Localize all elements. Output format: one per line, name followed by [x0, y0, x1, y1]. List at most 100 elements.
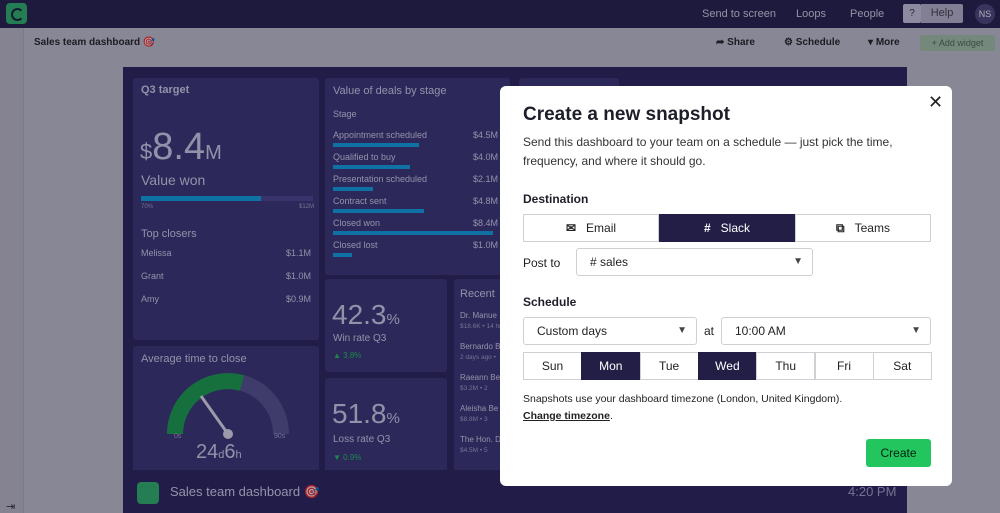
avatar[interactable]: NS	[975, 4, 995, 24]
closer-value: $1.1M	[285, 248, 311, 258]
deal-value: $8.4M	[473, 218, 499, 228]
deal-stage: Qualified to buy	[333, 152, 396, 162]
nav-people[interactable]: People	[850, 8, 885, 20]
day-sat[interactable]: Sat	[872, 352, 932, 380]
footer-logo	[137, 482, 159, 504]
q3-progress-track	[141, 196, 313, 201]
day-sun[interactable]: Sun	[523, 352, 582, 380]
day-thu[interactable]: Thu	[756, 352, 816, 380]
win-rate-label: Win rate Q3	[333, 333, 387, 344]
dashboard-toolbar: Sales team dashboard 🎯 ➦ Share ⚙ Schedul…	[24, 28, 1000, 56]
loss-rate-label: Loss rate Q3	[333, 434, 391, 445]
recent-title: Recent	[460, 288, 495, 300]
teams-icon: ⧉	[836, 221, 845, 235]
schedule-label: Schedule	[795, 37, 841, 48]
destination-label: Destination	[523, 192, 589, 206]
expand-sidebar-icon[interactable]: ⇥	[6, 501, 16, 513]
share-icon: ➦	[716, 37, 728, 48]
loss-rate-card: 51.8% Loss rate Q3 ▼ 0.9%	[325, 378, 447, 472]
deal-bar	[333, 253, 353, 257]
recent-name: Raeann Be	[460, 373, 501, 382]
change-timezone-link[interactable]: Change timezone	[523, 410, 610, 422]
deals-column-header: Stage	[333, 109, 357, 119]
day-wed[interactable]: Wed	[697, 352, 757, 380]
closer-name: Amy	[141, 294, 159, 304]
left-rail	[0, 28, 24, 513]
closer-name: Melissa	[141, 248, 172, 258]
chevron-down-icon: ▾	[868, 37, 876, 48]
nav-loops[interactable]: Loops	[796, 8, 826, 20]
help-icon[interactable]: ?	[903, 4, 921, 23]
recent-sub: $18.6K • 14 hr	[460, 323, 502, 330]
win-rate-delta-value: 3.8%	[343, 351, 362, 360]
deal-stage: Closed lost	[333, 240, 378, 250]
recent-name: Dr. Manue	[460, 311, 497, 320]
modal-title: Create a new snapshot	[523, 104, 730, 125]
frequency-value: Custom days	[537, 324, 608, 338]
dashboard-title: Sales team dashboard 🎯	[34, 37, 156, 48]
destination-label: Email	[586, 221, 617, 235]
more-button[interactable]: ▾ More	[868, 37, 900, 48]
destination-teams[interactable]: ⧉ Teams	[795, 214, 931, 242]
q3-value: $8.4M	[140, 126, 222, 169]
snapshot-modal: Create a new snapshot ✕ Send this dashbo…	[500, 86, 952, 486]
post-to-select[interactable]: # sales ▼	[576, 248, 813, 276]
closer-name: Grant	[141, 271, 164, 281]
q3-target-card: Q3 target $8.4M Value won 70% $12M Top c…	[133, 78, 319, 340]
destination-slack[interactable]: # Slack	[659, 214, 795, 242]
time-select[interactable]: 10:00 AM ▼	[721, 317, 931, 345]
loss-rate-unit: %	[386, 410, 400, 427]
frequency-select[interactable]: Custom days ▼	[523, 317, 697, 345]
recent-name: Aleisha Be	[460, 404, 499, 413]
avg-hours: 6	[224, 441, 236, 463]
q3-bar-max: $12M	[299, 204, 315, 210]
recent-sub: $8.8M • 3	[460, 416, 488, 423]
avg-time-card: Average time to close 0s 90s 24d6h	[133, 346, 319, 472]
day-mon[interactable]: Mon	[581, 352, 641, 380]
nav-send-to-screen[interactable]: Send to screen	[702, 8, 776, 20]
deal-stage: Presentation scheduled	[333, 174, 428, 184]
modal-description: Send this dashboard to your team on a sc…	[523, 135, 893, 168]
deal-bar	[333, 143, 420, 147]
top-bar: Send to screen Loops People ? Help NS	[0, 0, 1000, 28]
day-fri[interactable]: Fri	[814, 352, 874, 380]
deal-bar	[333, 165, 410, 169]
app-logo[interactable]	[6, 3, 27, 24]
slack-icon: #	[703, 221, 711, 235]
post-to-label: Post to	[523, 256, 561, 270]
schedule-button[interactable]: ⚙ Schedule	[784, 37, 840, 48]
q3-number: 8.4	[152, 126, 206, 168]
day-tue[interactable]: Tue	[639, 352, 699, 380]
close-icon[interactable]: ✕	[928, 92, 944, 112]
deal-stage: Contract sent	[333, 196, 387, 206]
avg-days: 24	[196, 441, 219, 463]
loss-rate-delta-value: 0.9%	[343, 453, 362, 462]
deal-value: $4.5M	[473, 130, 499, 140]
loss-rate-value: 51.8%	[332, 398, 400, 430]
avg-hours-unit: h	[235, 449, 242, 461]
arrow-up-icon: ▲	[333, 351, 344, 360]
recent-sub: $3.2M • 2	[460, 385, 488, 392]
top-closers-title: Top closers	[141, 228, 197, 240]
gauge-min: 0s	[174, 433, 182, 440]
loss-rate-number: 51.8	[332, 398, 387, 429]
more-label: More	[875, 37, 900, 48]
loss-rate-delta: ▼ 0.9%	[333, 453, 361, 462]
help-button[interactable]: Help	[921, 4, 963, 23]
destination-email[interactable]: ✉ Email	[523, 214, 659, 242]
gauge-max: 90s	[274, 433, 286, 440]
q3-suffix: M	[205, 142, 222, 164]
gauge-fill	[167, 373, 245, 435]
share-label: Share	[727, 37, 755, 48]
closer-value: $0.9M	[285, 294, 311, 304]
email-icon: ✉	[565, 221, 577, 235]
win-rate-card: 42.3% Win rate Q3 ▲ 3.8%	[325, 279, 447, 372]
deal-bar	[333, 187, 373, 191]
add-widget-button[interactable]: + Add widget	[920, 35, 995, 51]
share-button[interactable]: ➦ Share	[716, 37, 755, 48]
win-rate-number: 42.3	[332, 299, 387, 330]
chevron-down-icon: ▼	[793, 256, 803, 267]
create-button[interactable]: Create	[866, 439, 931, 467]
deal-value: $1.0M	[473, 240, 499, 250]
gauge	[167, 373, 289, 439]
